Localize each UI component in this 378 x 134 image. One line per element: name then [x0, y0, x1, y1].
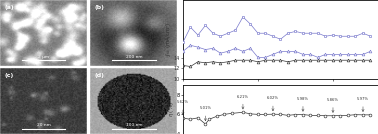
Text: 6.02%: 6.02%: [267, 96, 279, 111]
Text: (b): (b): [95, 5, 105, 10]
Text: 100 nm: 100 nm: [125, 123, 142, 127]
Text: (d): (d): [95, 73, 105, 78]
Text: (c): (c): [4, 73, 14, 78]
Text: 5.01%: 5.01%: [200, 106, 211, 121]
Text: 6.21%: 6.21%: [237, 95, 249, 109]
Text: 200 nm: 200 nm: [125, 55, 142, 59]
Y-axis label: $J_{sc}$ (mA/cm²): $J_{sc}$ (mA/cm²): [164, 22, 172, 56]
Text: 20 nm: 20 nm: [37, 123, 50, 127]
Text: (a): (a): [4, 5, 14, 10]
Text: 5.98%: 5.98%: [297, 97, 309, 111]
Y-axis label: $\eta$ (%): $\eta$ (%): [167, 102, 176, 117]
Text: 2 μm: 2 μm: [38, 55, 49, 59]
Text: 5.97%: 5.97%: [357, 97, 369, 111]
Text: 5.86%: 5.86%: [327, 98, 339, 112]
Text: 5.62%: 5.62%: [177, 100, 189, 115]
